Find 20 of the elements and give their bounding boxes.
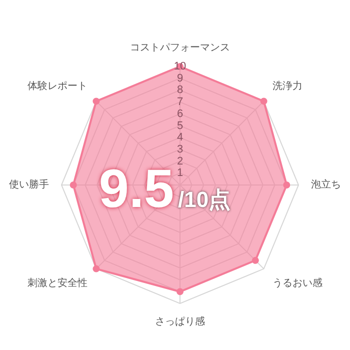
y-tick-label: 8 [176, 84, 184, 96]
spoke-label: 刺激と安全性 [27, 277, 88, 290]
y-tick-label: 7 [176, 96, 184, 108]
spoke-label: コストパフォーマンス [130, 42, 230, 54]
spoke-label: 体験レポート [27, 80, 88, 92]
spoke-label: 泡立ち [311, 178, 341, 191]
text: /10点 [178, 187, 231, 212]
spoke-label: 使い勝手 [9, 178, 49, 191]
y-tick-label: 5 [176, 120, 184, 132]
y-tick-label: 10 [174, 60, 186, 73]
y-tick-label: 1 [176, 167, 184, 180]
y-tick-label: 9 [176, 72, 184, 84]
y-tick-label: 3 [176, 143, 184, 156]
spoke-label: さっぱり感 [155, 316, 205, 328]
spoke-label: うるおい感 [272, 277, 323, 290]
y-tick-label: 4 [176, 132, 184, 144]
text: 9.5 [98, 159, 174, 219]
y-tick-label: 6 [176, 108, 184, 120]
spoke-label: 洗浄力 [272, 80, 303, 92]
y-tick-label: 2 [176, 155, 184, 168]
